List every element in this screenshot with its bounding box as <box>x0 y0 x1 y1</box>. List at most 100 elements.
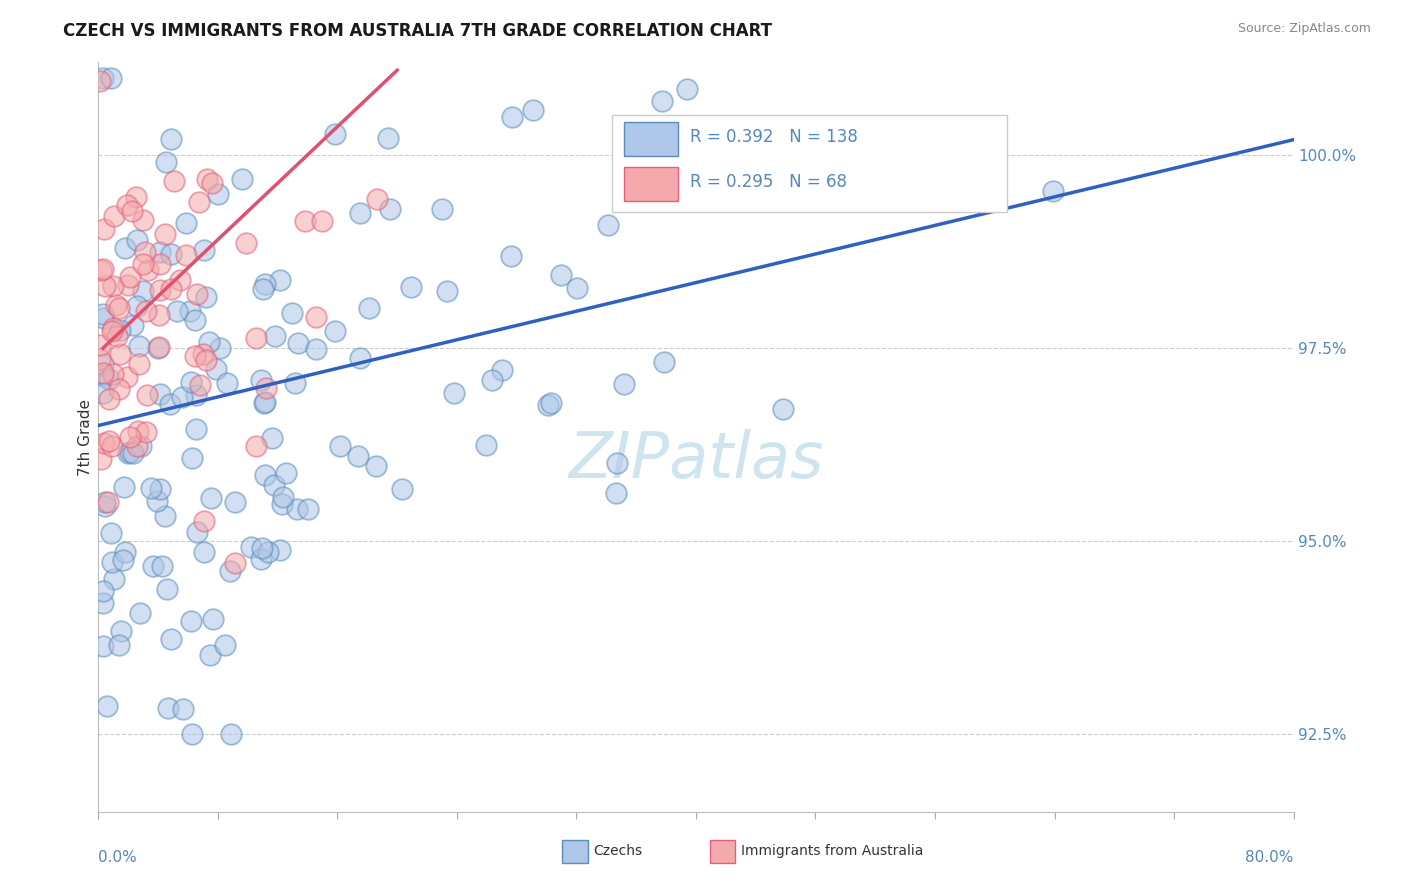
Point <box>195 353 218 368</box>
Point <box>97 495 120 509</box>
Point <box>271 497 294 511</box>
Point <box>481 373 503 387</box>
Point <box>118 430 141 444</box>
Point <box>172 390 194 404</box>
Point <box>129 439 152 453</box>
Point <box>253 394 276 409</box>
Point <box>180 451 202 466</box>
Point <box>103 209 125 223</box>
Point <box>550 268 572 283</box>
Point <box>120 269 142 284</box>
Point <box>501 110 523 124</box>
Point <box>195 290 218 304</box>
Point <box>184 388 207 402</box>
Point <box>100 70 122 85</box>
Text: ZIPatlas: ZIPatlas <box>568 428 824 491</box>
Point <box>652 355 675 369</box>
Point <box>626 172 648 186</box>
Point <box>91 386 114 401</box>
Point <box>101 367 124 381</box>
Text: 0.0%: 0.0% <box>98 850 138 865</box>
Point <box>349 206 371 220</box>
Point <box>260 431 283 445</box>
Point <box>148 342 170 356</box>
Point <box>254 381 277 395</box>
Point <box>219 564 242 578</box>
Point <box>676 82 699 96</box>
Point <box>271 491 294 505</box>
Point <box>142 558 165 573</box>
Point <box>91 308 114 322</box>
Point <box>772 402 794 417</box>
Text: Source: ZipAtlas.com: Source: ZipAtlas.com <box>1237 22 1371 36</box>
Point <box>127 439 149 453</box>
Point <box>377 131 399 145</box>
Point <box>111 553 134 567</box>
Point <box>174 216 197 230</box>
Point <box>596 218 619 232</box>
Point <box>224 494 246 508</box>
Point <box>127 424 149 438</box>
Point <box>188 377 211 392</box>
Point <box>91 70 114 85</box>
Point <box>245 331 267 345</box>
Point <box>219 727 242 741</box>
Point <box>491 362 513 376</box>
Point <box>540 396 562 410</box>
Point <box>149 257 172 271</box>
Point <box>207 186 229 201</box>
Point <box>198 334 221 349</box>
Point <box>89 74 111 88</box>
Point <box>93 499 115 513</box>
Point <box>179 303 201 318</box>
Point <box>101 555 124 569</box>
Point <box>254 467 277 482</box>
Point <box>264 329 287 343</box>
Point <box>129 606 152 620</box>
Point <box>209 342 232 356</box>
Point <box>366 192 388 206</box>
Point <box>323 324 346 338</box>
Point <box>443 386 465 401</box>
Point <box>122 318 145 332</box>
Point <box>239 541 262 555</box>
Text: 80.0%: 80.0% <box>1246 850 1294 865</box>
Point <box>91 639 114 653</box>
Point <box>135 388 157 402</box>
Point <box>193 544 215 558</box>
Point <box>148 308 170 322</box>
Point <box>430 202 453 216</box>
Point <box>193 514 215 528</box>
Point <box>436 284 458 298</box>
Point <box>115 198 138 212</box>
Point <box>104 298 127 312</box>
Text: CZECH VS IMMIGRANTS FROM AUSTRALIA 7TH GRADE CORRELATION CHART: CZECH VS IMMIGRANTS FROM AUSTRALIA 7TH G… <box>63 22 772 40</box>
Point <box>117 446 139 460</box>
Point <box>89 338 111 352</box>
Point <box>163 174 186 188</box>
Point <box>108 346 131 360</box>
Point <box>274 466 297 480</box>
Point <box>263 478 285 492</box>
Point <box>127 299 149 313</box>
Point <box>90 263 112 277</box>
Point <box>215 376 238 391</box>
Point <box>250 541 273 556</box>
Point <box>134 245 156 260</box>
Point <box>149 483 172 497</box>
Point <box>132 213 155 227</box>
Point <box>329 439 352 453</box>
Point <box>108 301 131 316</box>
Point <box>128 339 150 353</box>
Point <box>91 366 114 380</box>
Point <box>249 552 271 566</box>
Point <box>125 233 148 247</box>
Point <box>105 329 128 343</box>
Point <box>287 336 309 351</box>
Point <box>91 583 114 598</box>
Point <box>191 346 214 360</box>
Bar <box>624 168 678 201</box>
Point <box>256 545 278 559</box>
Point <box>174 248 197 262</box>
Point <box>651 94 673 108</box>
